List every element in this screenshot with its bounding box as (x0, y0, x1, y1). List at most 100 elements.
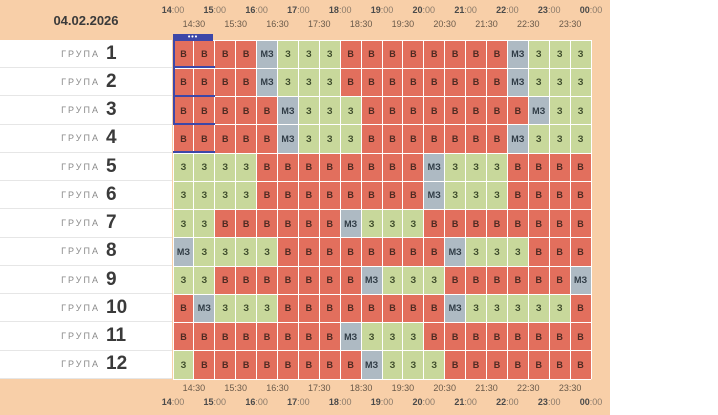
minute-value: :00 (297, 5, 310, 15)
schedule-cell: В (256, 322, 278, 351)
schedule-cell: В (382, 181, 403, 210)
schedule-cell: В (235, 350, 257, 379)
schedule-cell: В (402, 181, 424, 210)
schedule-cell: В (319, 350, 341, 379)
schedule-cell: З (486, 181, 508, 210)
hour-value: 17 (287, 397, 298, 407)
schedule-cell: В (193, 68, 215, 97)
schedule-cell: В (256, 266, 278, 295)
schedule-cell: В (486, 96, 508, 125)
grid-row-line (173, 124, 591, 126)
half-hour-label: 18:30 (349, 19, 373, 29)
schedule-cell: З (465, 181, 487, 210)
schedule-cell: В (486, 124, 508, 153)
grid-column-line (590, 40, 592, 379)
schedule-cell: В (570, 153, 591, 182)
grid-row-line (173, 293, 591, 295)
schedule-cell: В (444, 96, 466, 125)
group-word: ГРУПА (61, 274, 100, 285)
schedule-cell: В (444, 266, 466, 295)
minute-value: :00 (547, 5, 561, 15)
hour-value: 00 (579, 5, 590, 15)
minute-value: :00 (171, 5, 185, 15)
schedule-cell: З (256, 237, 278, 266)
schedule-cell: В (444, 124, 466, 153)
group-label: ГРУПА 11 (0, 323, 172, 351)
schedule-cell: З (402, 350, 424, 379)
schedule-cell: В (486, 350, 508, 379)
hour-label: 18:00 (329, 5, 352, 15)
schedule-cell: В (423, 96, 445, 125)
group-word: ГРУПА (61, 246, 100, 257)
schedule-cell: В (173, 322, 194, 351)
grid-row-line (173, 322, 591, 323)
schedule-cell: В (528, 181, 550, 210)
hour-label: 14:00 (162, 5, 185, 15)
schedule-cell: В (486, 68, 508, 97)
hour-value: 23 (537, 397, 548, 407)
schedule-cell: В (549, 209, 571, 238)
schedule-cell: З (361, 209, 382, 238)
schedule-cell: В (549, 322, 571, 351)
schedule-cell: В (256, 209, 278, 238)
hour-label: 20:00 (413, 397, 436, 407)
hour-label: 21:00 (454, 397, 477, 407)
schedule-cell: З (528, 40, 550, 69)
schedule-cell: З (214, 294, 236, 323)
group-word: ГРУПА (61, 302, 100, 313)
schedule-cell: З (173, 153, 194, 182)
grid-row-line (173, 96, 591, 97)
half-hour-label: 23:30 (558, 383, 582, 393)
schedule-cell: З (193, 237, 215, 266)
group-word: ГРУПА (61, 161, 100, 172)
schedule-cell: В (570, 350, 591, 379)
minute-value: :00 (213, 5, 227, 15)
half-hour-label: 23:30 (558, 19, 582, 29)
schedule-cell: МЗ (361, 350, 382, 379)
grid-row-line (173, 67, 591, 69)
half-hour-label: 14:30 (182, 19, 206, 29)
schedule-cell: З (382, 266, 403, 295)
schedule-cell: В (193, 96, 215, 125)
schedule-cell: В (214, 266, 236, 295)
schedule-cell: МЗ (528, 96, 550, 125)
schedule-cell: В (549, 350, 571, 379)
half-hour-label: 14:30 (182, 383, 206, 393)
schedule-cell: В (214, 68, 236, 97)
half-hour-label: 20:30 (433, 19, 456, 29)
schedule-cell: В (298, 237, 320, 266)
schedule-cell: З (423, 266, 445, 295)
half-hour-label: 22:30 (517, 383, 540, 393)
schedule-cell: З (465, 153, 487, 182)
schedule-cell: З (193, 153, 215, 182)
schedule-cell: В (235, 124, 257, 153)
schedule-cell: МЗ (423, 181, 445, 210)
schedule-cell: В (465, 124, 487, 153)
schedule-cell: В (298, 209, 320, 238)
schedule-cell: З (423, 350, 445, 379)
schedule-cell: В (319, 153, 341, 182)
schedule-cell: В (319, 322, 341, 351)
schedule-cell: В (528, 209, 550, 238)
minute-value: :00 (547, 397, 561, 407)
schedule-cell: З (382, 209, 403, 238)
schedule-cell: В (465, 350, 487, 379)
minute-value: :00 (380, 5, 394, 15)
schedule-cell: З (193, 181, 215, 210)
schedule-cell: МЗ (277, 124, 299, 153)
schedule-cell: В (402, 96, 424, 125)
group-number: 9 (106, 268, 117, 290)
schedule-cell: В (277, 350, 299, 379)
schedule-cell: В (173, 40, 194, 69)
group-label-column: ГРУПА 1 ГРУПА 2 ГРУПА 3 ГРУПА 4 ГРУПА 5 ГРУПА 6 ГРУП… (0, 40, 172, 379)
hour-value: 17 (287, 5, 298, 15)
hour-value: 00 (579, 397, 590, 407)
hour-value: 22 (496, 397, 507, 407)
schedule-cell: В (465, 322, 487, 351)
schedule-cell: В (256, 181, 278, 210)
schedule-cell: В (423, 237, 445, 266)
half-hour-label: 15:30 (224, 383, 247, 393)
schedule-cell: В (193, 124, 215, 153)
schedule-cell: В (277, 181, 299, 210)
schedule-cell: В (423, 40, 445, 69)
